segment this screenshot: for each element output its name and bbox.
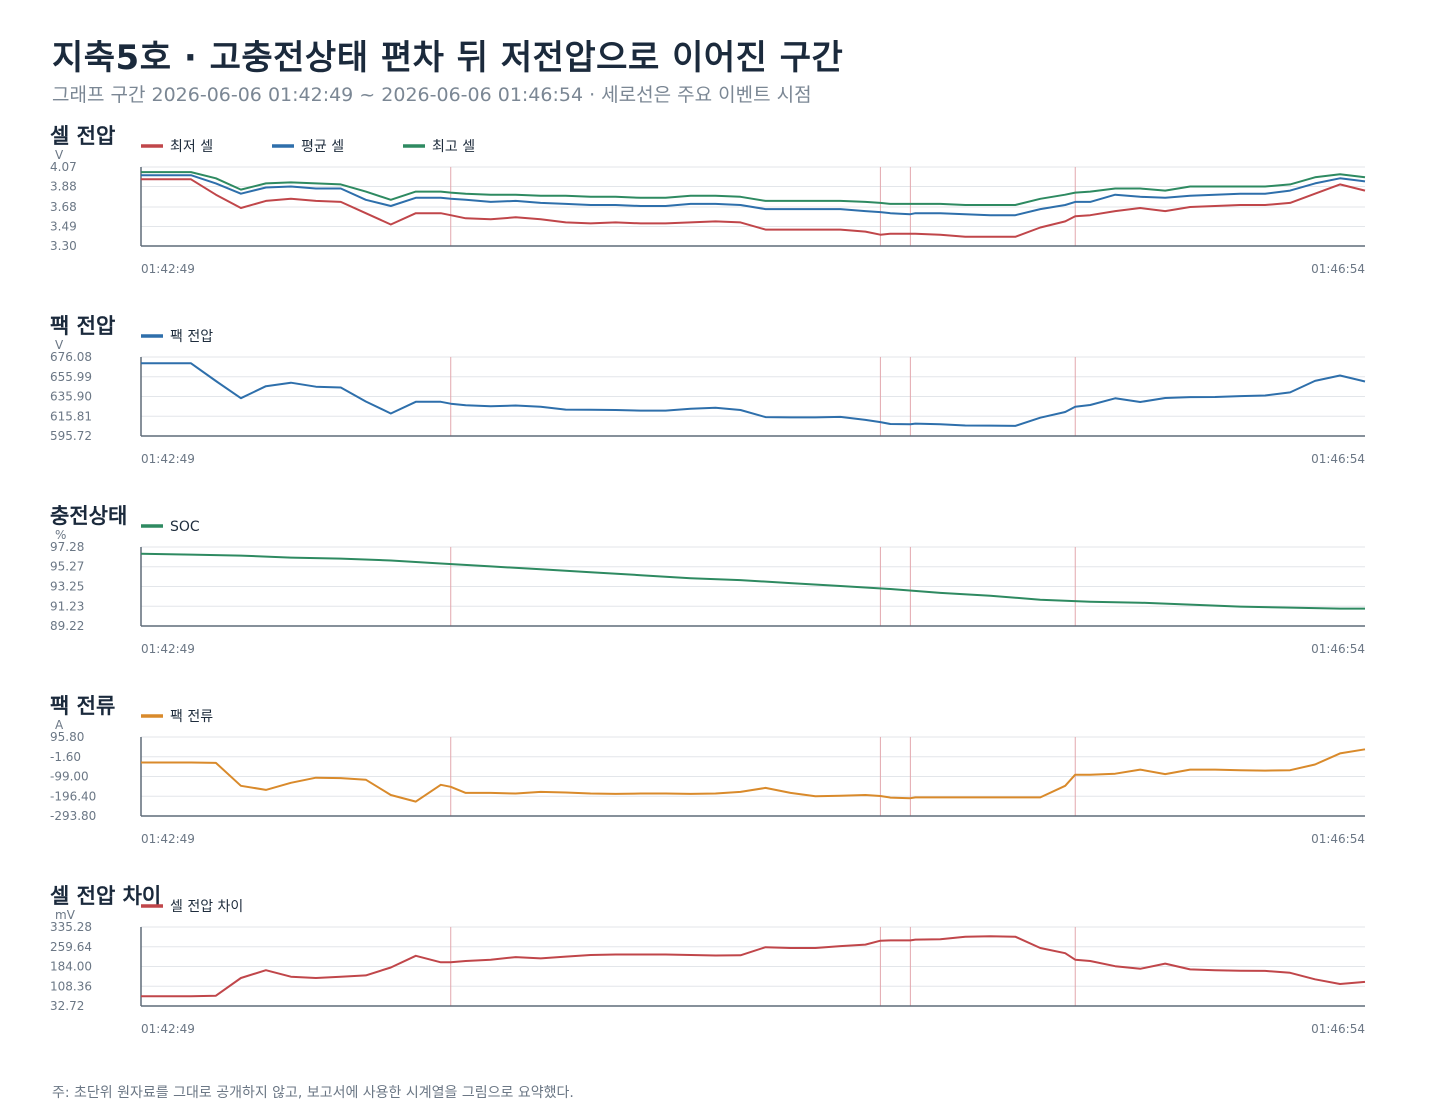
panel-unit: A [55,718,64,732]
chart-svg: 95.80 -1.60 -99.00 -196.40 -293.80 01:42:49 01… [50,709,1366,846]
x-tick-label: 01:42:49 [141,832,195,846]
x-tick-label: 01:46:54 [1311,262,1365,276]
y-tick-label: 595.72 [50,429,92,443]
y-tick-label: 93.25 [50,580,84,594]
panel-unit: % [55,528,67,542]
legend-item: 팩 전류 [141,709,213,725]
panel-unit: V [55,338,64,352]
y-tick-label: 3.68 [50,200,77,214]
y-tick-label: 676.08 [50,350,92,364]
legend-item: SOC [141,519,200,535]
y-tick-label: 32.72 [50,999,84,1013]
y-tick-label: 655.99 [50,370,92,384]
y-tick-label: 91.23 [50,599,84,613]
panel-title: 팩 전압 [50,314,116,338]
y-tick-label: 89.22 [50,619,84,633]
footnote: 주: 초단위 원자료를 그대로 공개하지 않고, 보고서에 사용한 시계열을 그… [52,1085,574,1101]
y-tick-label: -196.40 [50,789,96,803]
series-line [141,174,1366,217]
y-tick-label: 4.07 [50,160,77,174]
chart-panel-pack-voltage: 팩 전압 V 676.08 655.99 635.90 615.81 595.72 01:… [0,310,1440,500]
y-tick-label: 95.80 [50,730,84,744]
x-tick-label: 01:42:49 [141,1022,195,1036]
y-tick-label: -1.60 [50,750,81,764]
y-tick-label: 184.00 [50,960,92,974]
legend-item: 셀 전압 차이 [141,899,243,915]
x-tick-label: 01:42:49 [141,642,195,656]
y-tick-label: 615.81 [50,409,92,423]
x-tick-label: 01:46:54 [1311,832,1365,846]
legend-item: 최저 셀 [141,139,213,155]
legend-label: 최저 셀 [170,139,213,155]
y-tick-label: 3.30 [50,239,77,253]
series-line [140,552,1365,610]
panel-title: 팩 전류 [50,694,116,718]
chart-svg: 335.28 259.64 184.00 108.36 32.72 01:42:49 01:… [50,899,1366,1036]
page-title: 지축5호 · 고충전상태 편차 뒤 저전압으로 이어진 구간 [52,38,844,78]
series-line [141,171,1366,206]
y-tick-label: -293.80 [50,809,96,823]
panel-title: 셀 전압 [50,124,116,148]
chart-svg: 97.28 95.27 93.25 91.23 89.22 01:42:49 01:46:5… [50,519,1365,656]
legend-item: 평균 셀 [272,139,344,155]
chart-svg: 4.07 3.88 3.68 3.49 3.30 01:42:49 01:46:54 최저 셀… [50,139,1366,276]
legend-label: 평균 셀 [301,139,344,155]
chart-panel-cell-voltage-diff: 셀 전압 차이 mV 335.28 259.64 184.00 108.36 32.72… [0,880,1440,1070]
chart-svg: 676.08 655.99 635.90 615.81 595.72 01:42:49 01… [50,329,1366,466]
panel-unit: mV [55,908,75,922]
series-line [141,935,1366,998]
y-tick-label: 635.90 [50,390,92,404]
x-tick-label: 01:46:54 [1311,642,1365,656]
x-tick-label: 01:46:54 [1311,452,1365,466]
series-line [141,748,1366,803]
x-tick-label: 01:42:49 [141,452,195,466]
panel-unit: V [55,148,64,162]
chart-panel-pack-current: 팩 전류 A 95.80 -1.60 -99.00 -196.40 -293.80 01:… [0,690,1440,880]
panel-title: 셀 전압 차이 [50,884,162,908]
y-tick-label: 108.36 [50,979,92,993]
y-tick-label: 259.64 [50,940,92,954]
legend-item: 최고 셀 [403,139,475,155]
chart-panel-soc: 충전상태 % 97.28 95.27 93.25 91.23 89.22 01:42:49… [0,500,1440,690]
y-tick-label: 335.28 [50,920,92,934]
legend-label: 셀 전압 차이 [170,899,243,915]
legend-label: 팩 전압 [170,329,213,345]
series-line [141,178,1366,238]
y-tick-label: 97.28 [50,540,84,554]
legend-label: SOC [170,519,200,535]
legend-label: 팩 전류 [170,709,213,725]
y-tick-label: 3.88 [50,179,77,193]
series-line [141,362,1366,427]
panel-title: 충전상태 [50,504,128,528]
y-tick-label: 3.49 [50,220,77,234]
chart-panel-cell-voltage: 셀 전압 V 4.07 3.88 3.68 3.49 3.30 01:42:49 01:46… [0,120,1440,310]
x-tick-label: 01:42:49 [141,262,195,276]
page-subtitle: 그래프 구간 2026-06-06 01:42:49 ~ 2026-06-06 … [52,84,812,106]
y-tick-label: -99.00 [50,770,89,784]
y-tick-label: 95.27 [50,560,84,574]
legend-label: 최고 셀 [432,139,475,155]
legend-item: 팩 전압 [141,329,213,345]
x-tick-label: 01:46:54 [1311,1022,1365,1036]
